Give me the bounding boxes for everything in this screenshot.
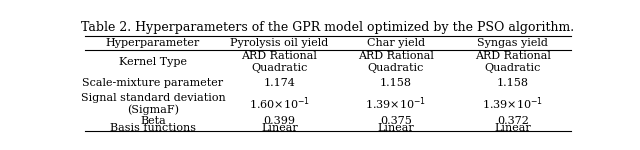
Text: ARD Rational
Quadratic: ARD Rational Quadratic	[241, 51, 317, 73]
Text: 1.158: 1.158	[380, 78, 412, 88]
Text: Linear: Linear	[378, 123, 415, 133]
Text: 0.399: 0.399	[264, 116, 296, 126]
Text: Signal standard deviation
(SigmaF): Signal standard deviation (SigmaF)	[81, 93, 225, 115]
Text: Hyperparameter: Hyperparameter	[106, 38, 200, 48]
Text: Syngas yield: Syngas yield	[477, 38, 548, 48]
Text: 0.375: 0.375	[380, 116, 412, 126]
Text: 1.39×10$^{-1}$: 1.39×10$^{-1}$	[482, 96, 543, 112]
Text: Pyrolysis oil yield: Pyrolysis oil yield	[230, 38, 328, 48]
Text: Table 2. Hyperparameters of the GPR model optimized by the PSO algorithm.: Table 2. Hyperparameters of the GPR mode…	[81, 21, 575, 34]
Text: 1.60×10$^{-1}$: 1.60×10$^{-1}$	[249, 96, 310, 112]
Text: Kernel Type: Kernel Type	[119, 57, 187, 67]
Text: 0.372: 0.372	[497, 116, 529, 126]
Text: Char yield: Char yield	[367, 38, 425, 48]
Text: Scale-mixture parameter: Scale-mixture parameter	[83, 78, 223, 88]
Text: Basis functions: Basis functions	[110, 123, 196, 133]
Text: ARD Rational
Quadratic: ARD Rational Quadratic	[475, 51, 550, 73]
Text: 1.174: 1.174	[264, 78, 295, 88]
Text: ARD Rational
Quadratic: ARD Rational Quadratic	[358, 51, 434, 73]
Text: Linear: Linear	[494, 123, 531, 133]
Text: Beta: Beta	[140, 116, 166, 126]
Text: 1.39×10$^{-1}$: 1.39×10$^{-1}$	[365, 96, 427, 112]
Text: Linear: Linear	[261, 123, 298, 133]
Text: 1.158: 1.158	[497, 78, 529, 88]
